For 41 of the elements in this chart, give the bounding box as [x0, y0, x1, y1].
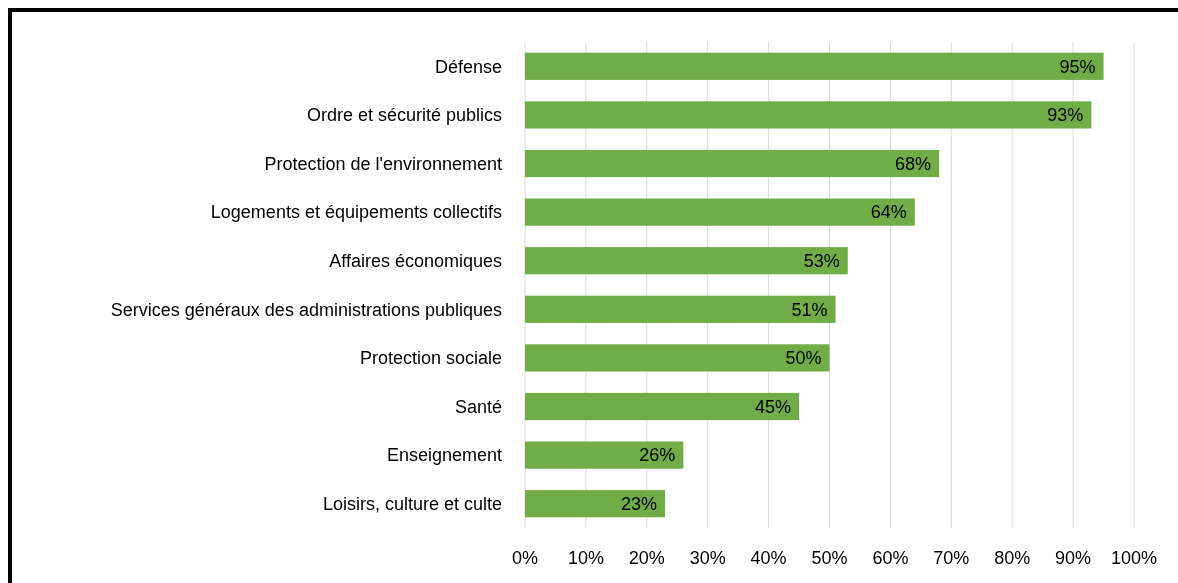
data-label: 93% — [1047, 105, 1084, 126]
data-label: 26% — [639, 445, 676, 466]
bar — [525, 441, 684, 469]
y-tick-label: Défense — [434, 56, 502, 77]
y-tick-label: Loisirs, culture et culte — [322, 494, 502, 514]
y-tick-label: Protection de l'environnement — [264, 153, 502, 174]
data-label: 45% — [755, 396, 792, 417]
bar — [525, 392, 800, 421]
data-label: 51% — [791, 299, 828, 320]
x-tick-label: 50% — [811, 548, 848, 569]
y-tick-label: Protection sociale — [359, 348, 502, 369]
x-tick-label: 0% — [511, 548, 539, 569]
data-label: 50% — [785, 348, 822, 369]
x-tick-label: 60% — [872, 548, 909, 569]
bar — [525, 149, 940, 178]
bar — [525, 295, 836, 323]
y-tick-label: Enseignement — [386, 445, 502, 466]
y-tick-label: Logements et équipements collectifs — [210, 202, 502, 223]
x-tick-label: 40% — [750, 548, 787, 569]
bar — [525, 344, 830, 372]
x-tick-label: 70% — [933, 548, 970, 569]
x-tick-label: 20% — [628, 548, 665, 569]
data-label: 95% — [1059, 56, 1096, 77]
data-label: 53% — [803, 251, 840, 271]
bar — [525, 198, 915, 226]
x-tick-label: 80% — [994, 548, 1031, 569]
x-tick-label: 90% — [1055, 548, 1092, 569]
data-label: 64% — [870, 202, 907, 223]
data-label: 68% — [895, 153, 932, 174]
bar — [525, 490, 666, 518]
y-tick-label: Services généraux des administrations publiques — [110, 299, 502, 320]
x-tick-label: 30% — [689, 548, 726, 569]
data-label: 23% — [621, 494, 658, 514]
bar — [525, 247, 848, 275]
bar — [525, 101, 1092, 129]
y-tick-label: Santé — [454, 396, 502, 417]
x-tick-label: 100% — [1110, 548, 1158, 569]
bar — [525, 52, 1104, 80]
y-tick-label: Affaires économiques — [329, 251, 502, 271]
y-tick-label: Ordre et sécurité publics — [306, 105, 502, 126]
x-tick-label: 10% — [567, 548, 604, 569]
